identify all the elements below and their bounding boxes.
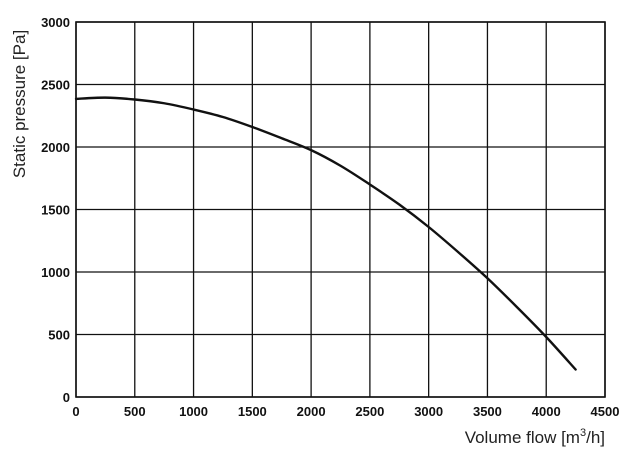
x-axis-title-main: Volume flow [m: [465, 428, 580, 447]
x-tick-label: 2000: [297, 404, 326, 419]
x-axis-title-superscript: 3: [580, 427, 586, 439]
x-axis-title: Volume flow [m3/h]: [465, 427, 605, 447]
y-tick-label: 0: [63, 390, 70, 405]
y-tick-label: 3000: [41, 15, 70, 30]
series-group: [74, 96, 577, 371]
series-line: [74, 96, 577, 371]
y-tick-label: 1000: [41, 265, 70, 280]
x-tick-label: 1500: [238, 404, 267, 419]
x-tick-label: 0: [72, 404, 79, 419]
y-axis-title: Static pressure [Pa]: [10, 30, 29, 178]
plot-area-frame: [75, 21, 606, 398]
grid: [75, 21, 606, 398]
x-tick-label: 1000: [179, 404, 208, 419]
x-tick-label: 2500: [355, 404, 384, 419]
y-tick-label: 2500: [41, 78, 70, 93]
y-tick-label: 2000: [41, 140, 70, 155]
x-tick-label: 500: [124, 404, 146, 419]
y-tick-label: 500: [48, 328, 70, 343]
x-axis-title-suffix: /h]: [586, 428, 605, 447]
x-tick-label: 4000: [532, 404, 561, 419]
y-tick-label: 1500: [41, 203, 70, 218]
x-tick-label: 3500: [473, 404, 502, 419]
x-tick-label: 4500: [591, 404, 620, 419]
y-tick-labels: 0 500 1000 1500 2000 2500 3000: [41, 15, 70, 405]
x-tick-label: 3000: [414, 404, 443, 419]
x-tick-labels: 0 500 1000 1500 2000 2500 3000 3500 4000 4500: [72, 404, 619, 419]
